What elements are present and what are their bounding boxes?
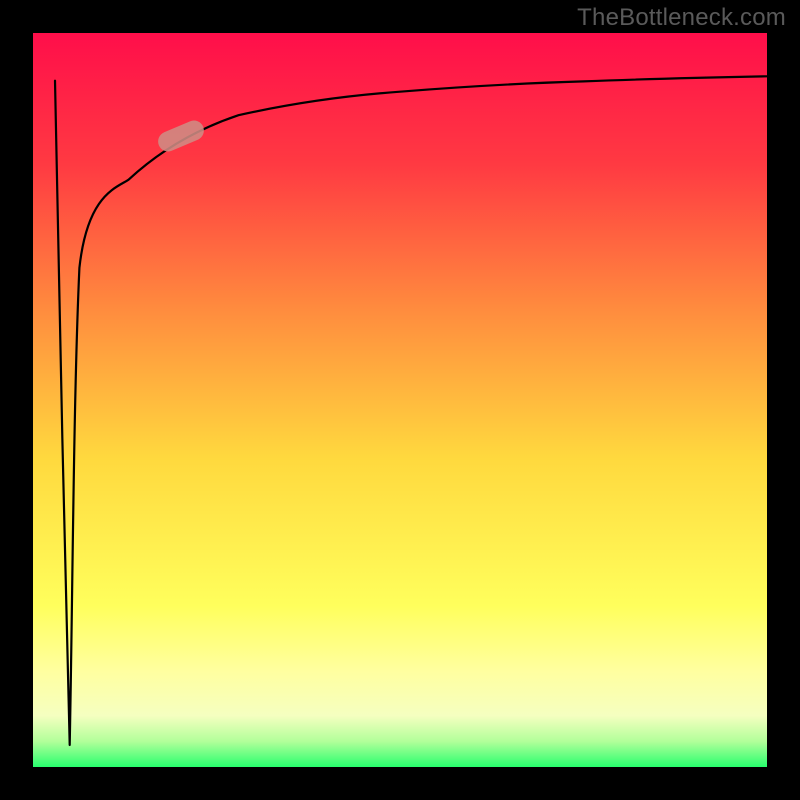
heat-gradient-background: [33, 33, 767, 767]
chart-root: TheBottleneck.com: [0, 0, 800, 800]
watermark-label: TheBottleneck.com: [577, 4, 786, 32]
